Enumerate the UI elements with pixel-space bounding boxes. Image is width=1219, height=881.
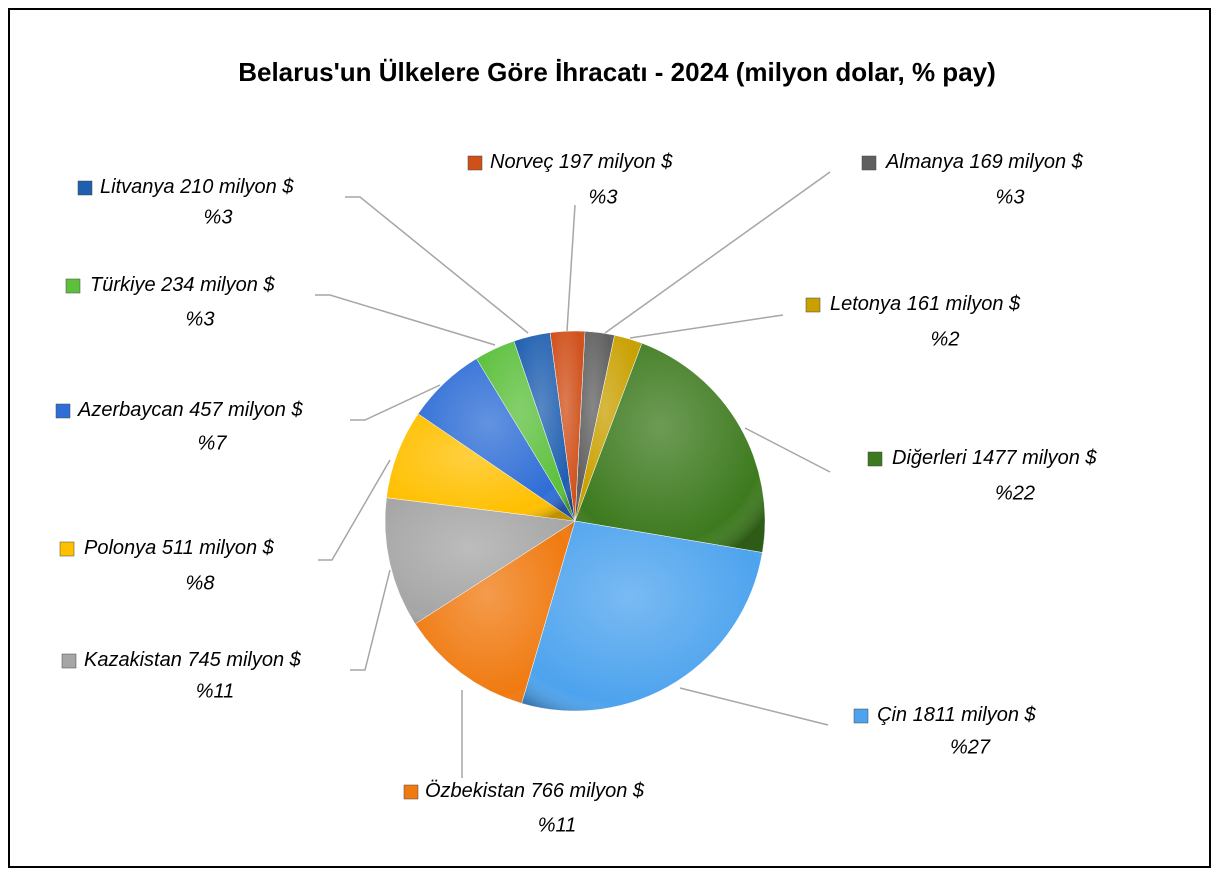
data-label: Letonya 161 milyon $ bbox=[830, 293, 1021, 315]
legend-marker bbox=[55, 403, 71, 419]
category-name: Özbekistan bbox=[425, 780, 525, 802]
data-label: Norveç 197 milyon $ bbox=[490, 151, 673, 173]
leader-line bbox=[629, 314, 784, 339]
category-name: Litvanya bbox=[100, 176, 175, 198]
percent-label: %22 bbox=[995, 482, 1035, 504]
legend-marker bbox=[467, 155, 483, 171]
percent-label: %3 bbox=[204, 206, 233, 228]
data-label: Diğerleri 1477 milyon $ bbox=[892, 447, 1097, 469]
legend-marker bbox=[403, 784, 419, 800]
category-name: Norveç bbox=[490, 151, 553, 173]
percent-label: %7 bbox=[198, 432, 228, 454]
data-label: Litvanya 210 milyon $ bbox=[100, 176, 294, 198]
category-name: Almanya bbox=[885, 151, 964, 173]
category-name: Polonya bbox=[84, 537, 156, 559]
leader-line bbox=[315, 294, 496, 346]
legend-marker bbox=[867, 451, 883, 467]
legend-marker bbox=[853, 708, 869, 724]
category-name: Çin bbox=[877, 704, 907, 726]
percent-label: %27 bbox=[950, 736, 991, 758]
percent-label: %11 bbox=[538, 814, 577, 836]
percent-label: %11 bbox=[196, 680, 235, 702]
legend-marker bbox=[61, 653, 77, 669]
category-name: Letonya bbox=[830, 293, 901, 315]
legend-marker bbox=[805, 297, 821, 313]
value-label: 197 milyon $ bbox=[559, 151, 673, 173]
data-label: Çin 1811 milyon $ bbox=[877, 704, 1036, 726]
data-label: Almanya 169 milyon $ bbox=[885, 151, 1084, 173]
value-label: 511 milyon $ bbox=[162, 537, 275, 559]
data-label: Türkiye 234 milyon $ bbox=[90, 274, 275, 296]
value-label: 1477 milyon $ bbox=[972, 447, 1097, 469]
category-name: Türkiye bbox=[90, 274, 156, 296]
percent-label: %2 bbox=[931, 328, 960, 350]
value-label: 210 milyon $ bbox=[179, 176, 294, 198]
leader-line bbox=[318, 459, 391, 561]
leader-line bbox=[350, 384, 441, 421]
leader-line bbox=[604, 171, 831, 334]
percent-label: %3 bbox=[996, 186, 1025, 208]
data-label: Kazakistan 745 milyon $ bbox=[84, 649, 302, 671]
value-label: 234 milyon $ bbox=[160, 274, 275, 296]
data-label: Özbekistan 766 milyon $ bbox=[425, 780, 645, 802]
value-label: 766 milyon $ bbox=[531, 780, 645, 802]
percent-label: %8 bbox=[186, 572, 215, 594]
legend-marker bbox=[65, 278, 81, 294]
percent-label: %3 bbox=[186, 308, 215, 330]
leader-line bbox=[566, 204, 576, 332]
leader-line bbox=[345, 196, 529, 334]
category-name: Kazakistan bbox=[84, 649, 182, 671]
data-label: Polonya 511 milyon $ bbox=[84, 537, 275, 559]
value-label: 457 milyon $ bbox=[189, 399, 303, 421]
value-label: 745 milyon $ bbox=[187, 649, 301, 671]
data-label: Azerbaycan 457 milyon $ bbox=[77, 399, 303, 421]
legend-marker bbox=[77, 180, 93, 196]
legend-marker bbox=[861, 155, 877, 171]
category-name: Azerbaycan bbox=[77, 399, 184, 421]
leader-line bbox=[679, 687, 829, 726]
leader-line bbox=[350, 569, 391, 671]
legend-marker bbox=[59, 541, 75, 557]
value-label: 161 milyon $ bbox=[907, 293, 1021, 315]
category-name: Diğerleri bbox=[892, 447, 967, 469]
value-label: 1811 milyon $ bbox=[913, 704, 1037, 726]
leader-line bbox=[744, 427, 831, 473]
percent-label: %3 bbox=[589, 186, 618, 208]
chart-title: Belarus'un Ülkelere Göre İhracatı - 2024… bbox=[238, 57, 996, 87]
value-label: 169 milyon $ bbox=[969, 151, 1083, 173]
